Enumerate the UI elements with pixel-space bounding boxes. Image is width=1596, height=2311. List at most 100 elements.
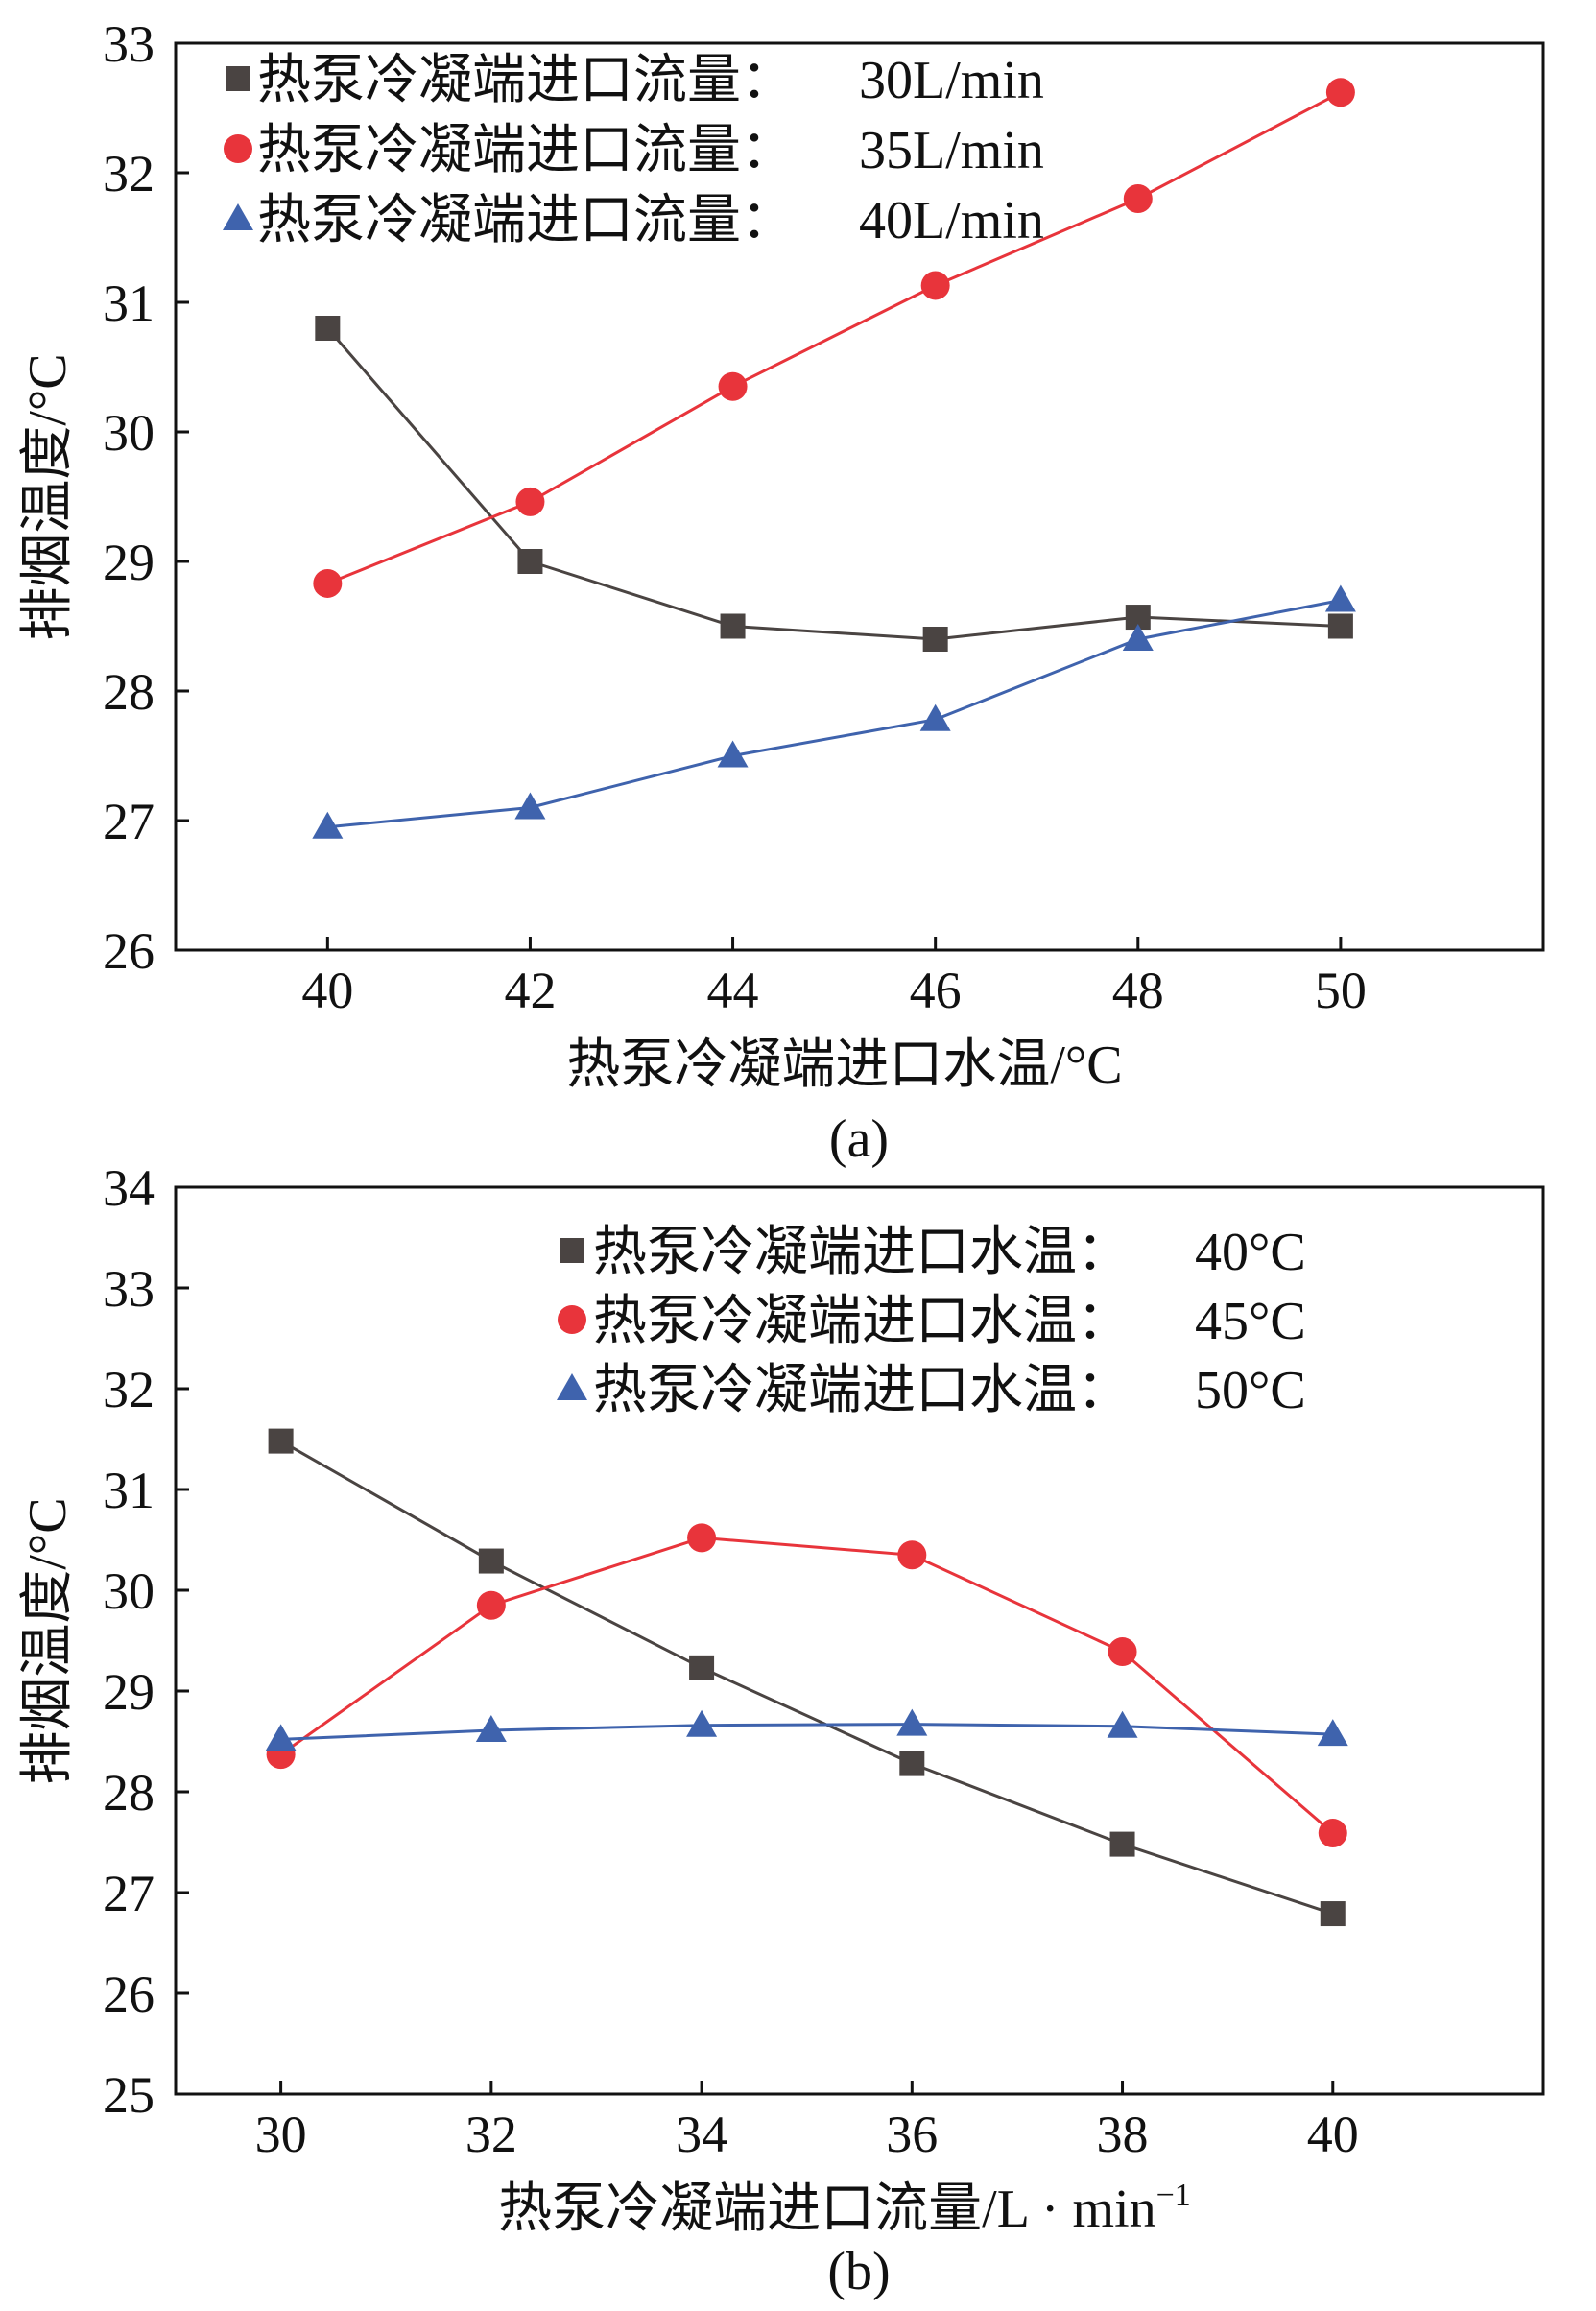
x-tick-label: 36 xyxy=(886,2106,938,2163)
legend-b-series-2-label: 热泵冷凝端进口水温： xyxy=(593,1292,1131,1351)
y-tick-label: 30 xyxy=(103,404,155,462)
panel-label-b: (b) xyxy=(827,2242,890,2301)
y-tick-label: 32 xyxy=(103,1361,155,1418)
data-point-series-3 xyxy=(1317,1719,1348,1747)
data-point-series-3 xyxy=(475,1714,507,1742)
data-point-series-3 xyxy=(717,740,749,768)
data-point-series-1 xyxy=(315,316,341,341)
axis-ticks-b: 25 26 27 28 29 30 31 32 33 34 30 32 34 36 38 40 xyxy=(103,1159,1359,2163)
series-line-2 xyxy=(326,90,1342,585)
y-tick-label: 34 xyxy=(103,1159,155,1217)
y-tick-label: 31 xyxy=(103,1462,155,1519)
data-point-series-1 xyxy=(1320,1901,1346,1927)
x-axis-title-b-main: 热泵冷凝端进口流量/L · min xyxy=(498,2180,1155,2239)
series-line-3 xyxy=(327,599,1342,829)
data-point-series-3 xyxy=(1324,584,1356,612)
legend-marker-triangle-icon xyxy=(223,203,253,230)
legend-b-series-2-value: 45°C xyxy=(1195,1292,1306,1351)
x-tick-label: 30 xyxy=(255,2106,307,2163)
x-tick-label: 42 xyxy=(504,962,556,1019)
legend-markers-b xyxy=(557,1238,587,1400)
x-tick-label: 38 xyxy=(1097,2106,1149,2163)
y-tick-label: 29 xyxy=(103,534,155,591)
data-point-series-3 xyxy=(896,1708,928,1736)
legend-b-series-3-value: 50°C xyxy=(1195,1361,1306,1420)
series-group-b xyxy=(265,1428,1348,1927)
data-point-series-3 xyxy=(312,811,344,839)
legend-a-series-2-label: 热泵冷凝端进口流量： xyxy=(257,121,795,180)
legend-marker-triangle-icon xyxy=(557,1373,587,1400)
x-tick-label: 44 xyxy=(707,962,759,1019)
data-point-series-3 xyxy=(514,792,546,820)
y-tick-label: 28 xyxy=(103,1764,155,1822)
y-tick-label: 27 xyxy=(103,793,155,850)
chart-panel-b: 25 26 27 28 29 30 31 32 33 34 30 32 34 36 38 40 热泵冷凝端进口… xyxy=(18,1159,1545,2301)
legend-b: 热泵冷凝端进口水温： 40°C 热泵冷凝端进口水温： 45°C 热泵冷凝端进口水… xyxy=(557,1223,1306,1420)
x-tick-label: 48 xyxy=(1112,962,1164,1019)
x-tick-label: 32 xyxy=(465,2106,517,2163)
data-point-series-2 xyxy=(1318,1819,1347,1848)
x-tick-label: 50 xyxy=(1315,962,1367,1019)
axis-ticks-a: 26 27 28 29 30 31 32 33 40 42 44 46 48 50 xyxy=(103,15,1367,1019)
legend-a: 热泵冷凝端进口流量： 30L/min 热泵冷凝端进口流量： 35L/min 热泵… xyxy=(223,51,1044,250)
y-tick-label: 32 xyxy=(103,145,155,203)
data-point-series-1 xyxy=(1109,1831,1135,1857)
x-axis-title-a: 热泵冷凝端进口水温/°C xyxy=(566,1036,1122,1095)
legend-marker-square-icon xyxy=(560,1238,584,1263)
x-tick-label: 40 xyxy=(301,962,353,1019)
y-tick-label: 25 xyxy=(103,2066,155,2124)
data-point-series-2 xyxy=(920,271,950,300)
x-tick-label: 46 xyxy=(910,962,962,1019)
y-axis-title-a: 排烟温度/°C xyxy=(18,353,78,640)
data-point-series-3 xyxy=(919,703,951,731)
data-point-series-1 xyxy=(899,1751,925,1776)
legend-a-series-2-value: 35L/min xyxy=(859,121,1044,180)
data-point-series-2 xyxy=(1108,1637,1137,1667)
data-point-series-2 xyxy=(897,1540,927,1570)
data-point-series-1 xyxy=(268,1428,294,1454)
panel-label-a: (a) xyxy=(829,1109,889,1169)
x-tick-label: 40 xyxy=(1307,2106,1359,2163)
y-tick-label: 26 xyxy=(103,922,155,980)
data-point-series-2 xyxy=(1123,184,1153,213)
legend-a-series-1-label: 热泵冷凝端进口流量： xyxy=(257,51,795,110)
legend-markers-a xyxy=(223,66,253,230)
y-tick-label: 28 xyxy=(103,663,155,721)
data-point-series-1 xyxy=(478,1548,504,1574)
y-tick-label: 30 xyxy=(103,1562,155,1620)
y-tick-label: 33 xyxy=(103,15,155,73)
chart-panel-a: 26 27 28 29 30 31 32 33 40 42 44 46 48 50 热泵冷凝端进口流量： … xyxy=(18,15,1545,1169)
x-axis-title-b: 热泵冷凝端进口流量/L · min−1 xyxy=(498,2178,1191,2239)
data-point-series-3 xyxy=(1122,624,1154,651)
data-point-series-2 xyxy=(515,487,545,516)
data-point-series-1 xyxy=(689,1655,715,1680)
legend-marker-circle-icon xyxy=(224,134,252,163)
y-axis-title-b: 排烟温度/°C xyxy=(18,1497,78,1784)
legend-a-series-3-value: 40L/min xyxy=(859,191,1044,250)
data-point-series-2 xyxy=(313,568,343,598)
y-tick-label: 33 xyxy=(103,1260,155,1318)
data-point-series-2 xyxy=(1325,78,1355,107)
legend-b-series-1-value: 40°C xyxy=(1195,1223,1306,1282)
series-line-1 xyxy=(279,1440,1334,1916)
legend-b-series-1-label: 热泵冷凝端进口水温： xyxy=(593,1223,1131,1282)
y-tick-label: 26 xyxy=(103,1966,155,2023)
legend-a-series-1-value: 30L/min xyxy=(859,51,1044,110)
y-tick-label: 31 xyxy=(103,274,155,332)
data-point-series-2 xyxy=(687,1523,717,1553)
legend-marker-circle-icon xyxy=(558,1305,586,1334)
data-point-series-2 xyxy=(476,1590,506,1620)
data-point-series-1 xyxy=(922,627,948,652)
data-point-series-2 xyxy=(718,371,748,401)
data-point-series-3 xyxy=(686,1709,718,1737)
y-tick-label: 27 xyxy=(103,1865,155,1922)
series-group-a xyxy=(312,78,1356,839)
legend-a-series-3-label: 热泵冷凝端进口流量： xyxy=(257,191,795,250)
x-axis-title-b-sup: −1 xyxy=(1156,2178,1191,2213)
plot-frame-a xyxy=(174,41,1545,952)
legend-b-series-3-label: 热泵冷凝端进口水温： xyxy=(593,1361,1131,1420)
legend-marker-square-icon xyxy=(226,66,250,91)
x-tick-label: 34 xyxy=(676,2106,727,2163)
series-line-1 xyxy=(326,327,1341,641)
